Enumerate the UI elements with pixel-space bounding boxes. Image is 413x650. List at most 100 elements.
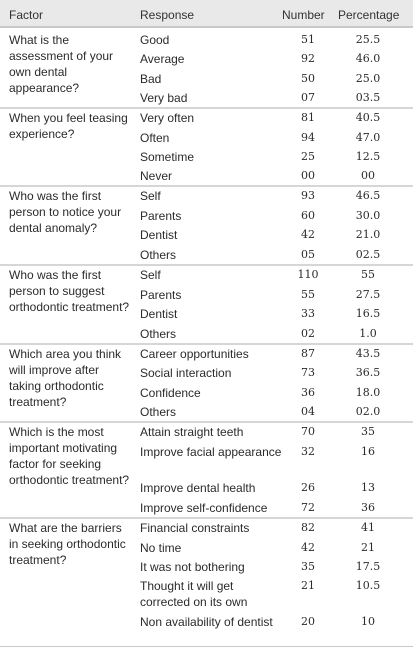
response-cell: Self bbox=[140, 268, 161, 282]
factor-cell: Who was the first person to notice your … bbox=[9, 189, 122, 235]
number-cell: 42 bbox=[301, 228, 315, 241]
group-divider bbox=[0, 517, 413, 519]
percentage-cell: 46.5 bbox=[355, 189, 381, 202]
percentage-cell: 13 bbox=[361, 481, 375, 494]
percentage-cell: 16.5 bbox=[355, 307, 381, 320]
response-cell: Average bbox=[140, 52, 185, 66]
response-cell: Improve dental health bbox=[140, 481, 256, 495]
number-cell: 94 bbox=[301, 131, 315, 144]
header-factor: Factor bbox=[9, 8, 44, 22]
group-divider bbox=[0, 107, 413, 109]
number-cell: 60 bbox=[301, 209, 315, 222]
response-cell: Very bad bbox=[140, 91, 188, 105]
number-cell: 110 bbox=[297, 268, 319, 281]
number-cell: 51 bbox=[301, 33, 315, 46]
response-cell: Self bbox=[140, 189, 161, 203]
percentage-cell: 18.0 bbox=[355, 386, 381, 399]
percentage-cell: 55 bbox=[361, 268, 375, 281]
response-cell: Attain straight teeth bbox=[140, 425, 244, 439]
response-cell: Thought it will get corrected on its own bbox=[140, 579, 248, 609]
group-divider bbox=[0, 421, 413, 423]
number-cell: 00 bbox=[301, 169, 315, 182]
response-cell: No time bbox=[140, 541, 182, 555]
response-cell: Others bbox=[140, 405, 177, 419]
number-cell: 73 bbox=[301, 366, 315, 379]
group-divider bbox=[0, 185, 413, 187]
number-cell: 21 bbox=[301, 579, 315, 592]
number-cell: 02 bbox=[301, 327, 315, 340]
response-cell: Very often bbox=[140, 111, 195, 125]
response-cell: It was not bothering bbox=[140, 560, 245, 574]
percentage-cell: 00 bbox=[361, 169, 375, 182]
percentage-cell: 16 bbox=[361, 445, 375, 458]
response-cell: Career opportunities bbox=[140, 347, 249, 361]
percentage-cell: 10.5 bbox=[355, 579, 381, 592]
number-cell: 05 bbox=[301, 248, 315, 261]
number-cell: 55 bbox=[301, 288, 315, 301]
number-cell: 42 bbox=[301, 541, 315, 554]
group-divider bbox=[0, 264, 413, 266]
number-cell: 35 bbox=[301, 560, 315, 573]
response-cell: Parents bbox=[140, 209, 182, 223]
group-divider bbox=[0, 343, 413, 345]
percentage-cell: 10 bbox=[361, 615, 375, 628]
factor-cell: Which is the most important motivating f… bbox=[9, 425, 130, 487]
number-cell: 33 bbox=[301, 307, 315, 320]
response-cell: Good bbox=[140, 33, 170, 47]
response-cell: Others bbox=[140, 248, 177, 262]
percentage-cell: 47.0 bbox=[355, 131, 381, 144]
number-cell: 50 bbox=[301, 72, 315, 85]
percentage-cell: 21.0 bbox=[355, 228, 381, 241]
percentage-cell: 25.5 bbox=[355, 33, 381, 46]
response-cell: Social interaction bbox=[140, 366, 232, 380]
number-cell: 26 bbox=[301, 481, 315, 494]
header-number: Number bbox=[282, 8, 325, 22]
header-response: Response bbox=[140, 8, 195, 22]
response-cell: Parents bbox=[140, 288, 182, 302]
response-cell: Confidence bbox=[140, 386, 201, 400]
number-cell: 25 bbox=[301, 150, 315, 163]
number-cell: 72 bbox=[301, 501, 315, 514]
table-header: Factor Response Number Percentage bbox=[0, 0, 413, 28]
number-cell: 04 bbox=[301, 405, 315, 418]
number-cell: 93 bbox=[301, 189, 315, 202]
response-cell: Improve facial appearance bbox=[140, 445, 282, 459]
percentage-cell: 03.5 bbox=[355, 91, 381, 104]
number-cell: 20 bbox=[301, 615, 315, 628]
percentage-cell: 02.5 bbox=[355, 248, 381, 261]
percentage-cell: 36.5 bbox=[355, 366, 381, 379]
factor-cell: What is the assessment of your own denta… bbox=[9, 33, 114, 95]
number-cell: 82 bbox=[301, 521, 315, 534]
number-cell: 87 bbox=[301, 347, 315, 360]
response-cell: Financial constraints bbox=[140, 521, 250, 535]
response-cell: Often bbox=[140, 131, 170, 145]
header-percentage: Percentage bbox=[338, 8, 400, 22]
percentage-cell: 40.5 bbox=[355, 111, 381, 124]
response-cell: Non availability of dentist bbox=[140, 615, 273, 629]
factor-cell: Which area you think will improve after … bbox=[9, 347, 122, 409]
percentage-cell: 35 bbox=[361, 425, 375, 438]
percentage-cell: 25.0 bbox=[355, 72, 381, 85]
response-cell: Bad bbox=[140, 72, 162, 86]
table-bottom-rule bbox=[0, 646, 413, 647]
percentage-cell: 41 bbox=[361, 521, 375, 534]
number-cell: 36 bbox=[301, 386, 315, 399]
percentage-cell: 21 bbox=[361, 541, 375, 554]
response-cell: Sometime bbox=[140, 150, 195, 164]
response-cell: Dentist bbox=[140, 307, 178, 321]
number-cell: 32 bbox=[301, 445, 315, 458]
percentage-cell: 30.0 bbox=[355, 209, 381, 222]
percentage-cell: 17.5 bbox=[355, 560, 381, 573]
number-cell: 70 bbox=[301, 425, 315, 438]
percentage-cell: 1.0 bbox=[359, 327, 377, 340]
response-cell: Others bbox=[140, 327, 177, 341]
percentage-cell: 02.0 bbox=[355, 405, 381, 418]
number-cell: 92 bbox=[301, 52, 315, 65]
factor-cell: When you feel teasing experience? bbox=[9, 111, 128, 141]
percentage-cell: 12.5 bbox=[355, 150, 381, 163]
response-cell: Never bbox=[140, 169, 173, 183]
number-cell: 07 bbox=[301, 91, 315, 104]
factor-cell: Who was the first person to suggest orth… bbox=[9, 268, 130, 314]
response-cell: Improve self-confidence bbox=[140, 501, 268, 515]
